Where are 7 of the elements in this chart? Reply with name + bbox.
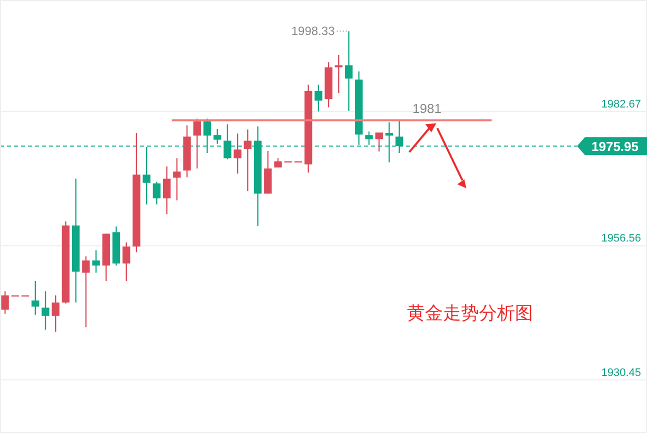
annotation: 黄金走势分析图 — [407, 303, 533, 323]
annotation: 1998.33 — [291, 24, 336, 38]
y-tick-label: 1930.45 — [601, 366, 641, 379]
y-tick-label: 1956.56 — [601, 232, 641, 245]
y-tick-label: 1982.67 — [601, 98, 641, 111]
ref-line-label: 1975.95 — [592, 139, 638, 154]
ref-line-label: 1981 — [412, 101, 442, 116]
